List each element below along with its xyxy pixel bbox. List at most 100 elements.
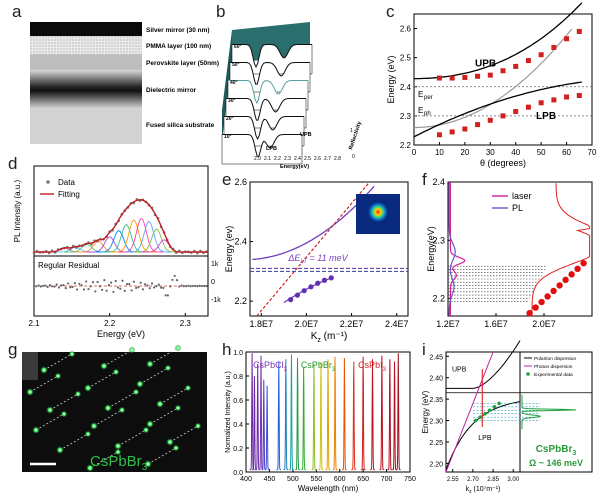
e-data-point [321,277,328,283]
d-residual-point [155,285,158,288]
h-lasing-peak [261,379,267,471]
c-data-point [513,63,519,69]
h-lasing-peak [392,361,397,471]
e-y-tick-label: 2.2 [234,296,247,306]
e-data-point [301,288,307,294]
d-residual-tick: 0 [211,279,215,286]
e-y-tick-label: 2.4 [234,237,247,247]
c-data-point [538,52,544,58]
d-residual-point [157,283,160,286]
b-tick-label: 2.6 [314,156,321,162]
g-emission-spot [156,400,164,408]
d-x-tick-label: 2.3 [180,319,192,328]
e-photon-line [256,181,371,317]
g-dashed-guide [169,425,199,443]
g-emission-spot [114,448,122,456]
waterfall-angle-label: 30° [228,98,236,104]
c-y-tick-label: 2.2 [400,141,412,150]
g-emission-spot [84,430,92,438]
i-experimental-point [483,411,487,416]
d-residual-point [166,294,170,297]
g-dashed-guide [147,447,177,465]
g-dashed-guide [159,387,189,405]
h-lasing-peak [255,363,261,471]
waterfall-angle-label: 20° [226,116,234,122]
d-residual-point [114,279,117,283]
panel-i-dispersion: 2.55 2.70 2.85 3.00 2.20 2.25 2.30 2.35 2.40 2.45… [421,340,593,495]
b-tick-label: 2.8 [334,156,341,162]
g-dashed-guide [107,391,137,409]
i-experimental-point [478,415,483,419]
h-lasing-peak [360,356,366,471]
h-lasing-peak [295,357,300,471]
c-upb-fit [414,2,583,80]
g-emission-spot [56,446,64,454]
d-residual-point [105,289,108,292]
d-residual-point [35,285,38,288]
panel-b-waterfall: 60° 50° 40° 30° 20° 10° 2.0 2.1 2.2 2.3 2.4 2… [221,22,363,170]
g-emission-spot [164,364,172,372]
c-data-point [487,117,493,123]
d-residual-point [194,284,197,288]
d-residual-point [171,278,174,281]
h-x-tick-label: 500 [287,476,299,483]
g-emission-spot [144,460,152,468]
b-tick-label: 2.7 [324,156,331,162]
i-side-frame [519,351,593,473]
c-data-point [576,93,582,99]
g-emission-spot [84,384,92,392]
d-residual-point [164,294,167,297]
d-residual-point [162,286,165,289]
panel-letter-f: f [422,170,427,189]
g-dashed-guide [49,393,79,411]
c-data-point [462,126,468,132]
e-inset-mode-spot [368,202,388,222]
d-residual-point [173,274,176,278]
g-dashed-guide [87,371,117,389]
d-residual-point [128,282,131,286]
c-ylabel: Energy (eV) [386,55,396,103]
c-data-point [564,36,570,42]
d-legend-fit: Fitting [58,190,80,199]
d-residual-point [121,279,124,282]
g-emission-spot [118,406,126,414]
i-experimental-point [487,408,492,413]
panel-letter-i: i [422,340,426,359]
g-emission-spot [146,420,154,428]
panel-g-microscope-image: CsPbBr3 [22,344,207,473]
d-residual-point [91,281,95,284]
waterfall-angle-label: 40° [230,80,238,86]
d-residual-point [32,284,36,288]
layer-dielectric [30,70,142,108]
d-residual-point [116,286,120,289]
i-omega-label: Ω ~ 146 meV [529,458,583,468]
h-x-tick-label: 450 [264,476,276,483]
d-legend-data-marker [46,180,50,184]
g-emission-spot [26,388,34,396]
d-residual-point [69,286,72,289]
d-residual-point [184,285,188,288]
h-x-tick-label: 600 [334,476,346,483]
d-residual-point [123,289,126,292]
panel-h-lasing-spectra: 400 450 500 550 600 650 700 750 0.0 0.2 0.4 0.6 0.8 1… [225,350,416,493]
i-experimental-point [473,418,478,423]
d-residual-point [64,287,67,290]
f-laser-curve [449,182,466,316]
e-y-tick-label: 2.6 [234,177,247,187]
h-x-tick-label: 700 [381,476,393,483]
c-eph-sub: ph [424,111,431,117]
d-residual-point [39,285,42,288]
h-y-tick-label: 0.0 [233,470,243,477]
i-x-tick-label: 3.00 [507,477,519,483]
b-upb-label: UPB [300,132,312,138]
c-data-point [500,68,506,74]
d-residual-point [146,284,149,287]
h-lasing-peak [276,361,282,471]
i-photon-line [445,351,494,473]
panel-letter-g: g [8,340,18,359]
g-emission-spot [166,438,174,446]
i-legend-text: Polariton dispersion [534,356,576,362]
waterfall-curve [230,61,310,85]
d-residual-point [37,284,40,287]
c-x-tick-label: 50 [537,148,546,157]
